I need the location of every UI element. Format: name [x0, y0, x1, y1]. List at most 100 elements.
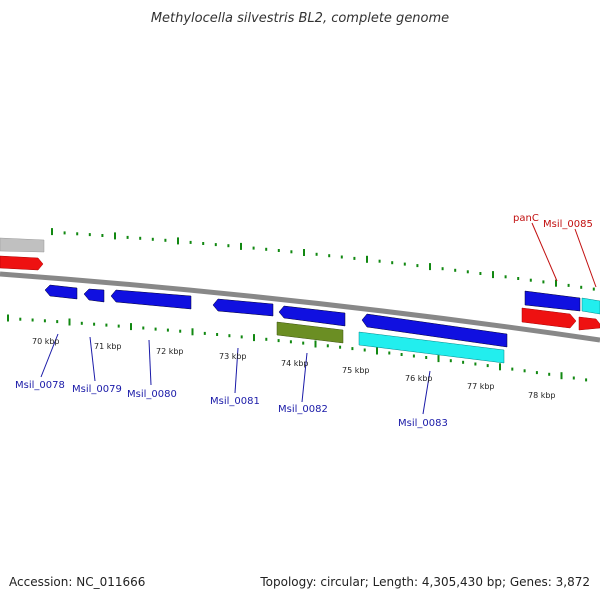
gene-arrow-msil-0082-blue — [278, 305, 346, 327]
genome-backbone — [0, 271, 600, 343]
scale-label: 70 kbp — [32, 337, 60, 346]
minor-tick — [412, 354, 415, 358]
map-title: Methylocella silvestris BL2, complete ge… — [151, 11, 449, 26]
major-tick — [114, 232, 116, 240]
minor-tick — [403, 262, 406, 266]
minor-tick — [363, 348, 366, 352]
minor-tick — [31, 318, 34, 322]
gene-labels: Msil_0078 Msil_0079 Msil_0080 Msil_0081 … — [15, 213, 593, 429]
scale-labels: 70 kbp 71 kbp 72 kbp 73 kbp 74 kbp 75 kb… — [32, 337, 556, 400]
leader-msil-0080 — [148, 339, 152, 386]
minor-tick — [353, 256, 356, 260]
minor-tick — [517, 277, 520, 280]
major-tick — [376, 347, 378, 355]
major-tick — [7, 314, 9, 322]
minor-tick — [388, 351, 391, 355]
major-tick — [303, 249, 305, 256]
major-tick — [429, 263, 431, 271]
major-tick — [366, 255, 368, 263]
scale-label: 78 kbp — [528, 391, 556, 400]
label-leaders — [40, 333, 431, 415]
minor-tick — [88, 233, 91, 237]
minor-tick — [378, 259, 381, 263]
minor-tick — [227, 244, 230, 248]
minor-tick — [43, 319, 46, 323]
minor-tick — [474, 362, 477, 366]
minor-tick — [164, 238, 167, 242]
gene-label-pan-c: panC — [513, 213, 539, 224]
minor-tick — [101, 234, 104, 237]
minor-tick — [63, 231, 66, 235]
minor-tick — [585, 378, 588, 382]
minor-tick — [454, 268, 457, 272]
gene-arrow-red-right-2 — [578, 316, 600, 331]
major-tick — [240, 242, 242, 250]
minor-tick — [216, 333, 219, 336]
leader-msil-0083 — [422, 370, 431, 415]
inner-tick-row — [7, 314, 588, 382]
gene-arrow-red — [0, 255, 44, 271]
major-tick — [51, 228, 53, 236]
leader-msil-0085 — [574, 228, 597, 288]
minor-tick — [19, 317, 22, 321]
minor-tick — [523, 369, 526, 373]
minor-tick — [441, 267, 444, 271]
minor-tick — [326, 344, 329, 348]
gene-arrow-msil-0083 — [358, 331, 505, 364]
minor-tick — [328, 254, 331, 258]
scale-label: 72 kbp — [156, 347, 184, 356]
major-tick — [253, 334, 255, 342]
gene-arrow-msil-0080 — [110, 289, 192, 310]
gene-arrow-msil-0085 — [581, 297, 600, 315]
major-tick — [437, 355, 440, 363]
minor-tick — [126, 235, 129, 239]
scale-label: 75 kbp — [342, 366, 370, 375]
minor-tick — [76, 232, 79, 236]
minor-tick — [240, 335, 243, 339]
minor-tick — [117, 324, 120, 328]
minor-tick — [151, 237, 154, 241]
minor-tick — [351, 347, 354, 351]
gene-label-msil-0083: Msil_0083 — [398, 418, 448, 429]
minor-tick — [567, 283, 570, 287]
minor-tick — [277, 339, 280, 343]
minor-tick — [265, 247, 268, 251]
minor-tick — [572, 376, 575, 380]
minor-tick — [203, 331, 206, 335]
scale-label: 77 kbp — [467, 382, 495, 391]
major-tick — [191, 328, 194, 336]
label-leaders-red — [531, 222, 597, 288]
minor-tick — [425, 356, 428, 359]
gene-arrow-msil-0078 — [44, 284, 78, 300]
leader-msil-0081 — [234, 347, 239, 394]
major-tick — [68, 318, 71, 326]
accession-text: Accession: NC_011666 — [9, 575, 145, 589]
minor-tick — [511, 367, 514, 371]
minor-tick — [179, 329, 182, 333]
minor-tick — [277, 249, 280, 252]
minor-tick — [93, 322, 96, 326]
minor-tick — [56, 320, 59, 324]
minor-tick — [580, 285, 583, 289]
major-tick — [555, 279, 557, 287]
minor-tick — [139, 236, 142, 240]
minor-tick — [302, 341, 305, 345]
scale-label: 71 kbp — [94, 342, 122, 351]
gene-arrow-gray — [0, 237, 45, 253]
minor-tick — [142, 326, 145, 330]
leader-msil-0082 — [301, 352, 308, 403]
minor-tick — [462, 360, 465, 364]
minor-tick — [339, 345, 342, 349]
minor-tick — [290, 250, 293, 254]
major-tick — [314, 340, 317, 348]
minor-tick — [265, 337, 268, 341]
minor-tick — [416, 264, 419, 268]
minor-tick — [529, 278, 532, 282]
gene-label-msil-0085: Msil_0085 — [543, 219, 593, 230]
gene-arrow-msil-0083-blue — [361, 313, 508, 348]
minor-tick — [449, 359, 452, 363]
gene-track — [0, 237, 600, 364]
minor-tick — [105, 323, 108, 327]
genome-summary-text: Topology: circular; Length: 4,305,430 bp… — [259, 575, 590, 589]
